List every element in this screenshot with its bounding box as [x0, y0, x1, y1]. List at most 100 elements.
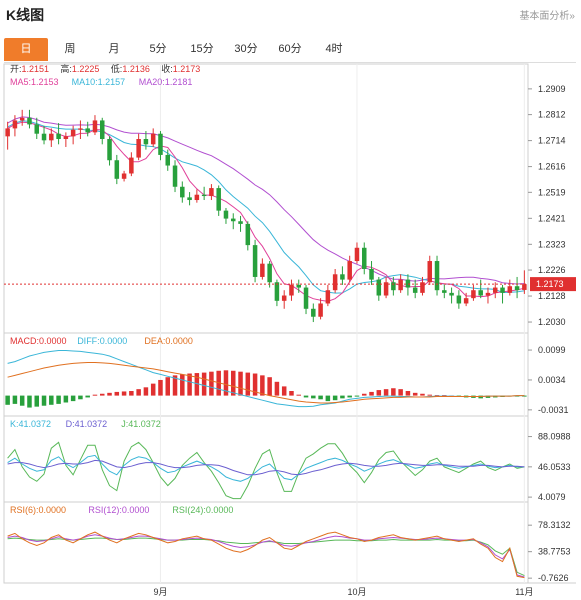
- macd-bar: [412, 392, 418, 396]
- candle: [361, 247, 367, 269]
- candle: [405, 279, 411, 288]
- candle: [201, 194, 207, 197]
- candle: [296, 284, 302, 288]
- macd-bar: [34, 395, 40, 407]
- macd-bar: [376, 390, 382, 396]
- candle: [427, 261, 433, 283]
- candle: [420, 282, 425, 293]
- kdj-k-line: [7, 454, 525, 482]
- macd-tick-label: -0.0031: [538, 405, 569, 415]
- candle: [522, 284, 527, 290]
- tab-7[interactable]: 4时: [325, 43, 343, 55]
- tab-6[interactable]: 60分: [278, 43, 302, 55]
- macd-bar: [107, 392, 112, 396]
- macd-bar: [405, 391, 411, 396]
- candle: [209, 188, 214, 197]
- tab-3[interactable]: 5分: [149, 43, 167, 55]
- macd-bar: [63, 395, 69, 403]
- tab-1[interactable]: 周: [64, 43, 76, 55]
- info-ma-0: MA5:1.2153: [10, 77, 59, 87]
- macd-bar: [129, 391, 134, 396]
- macd-bar: [70, 395, 76, 402]
- info-ma-1: MA10:1.2157: [72, 77, 126, 87]
- candle: [442, 290, 447, 293]
- candle: [369, 268, 374, 280]
- info-kdj-1: D:41.0372: [66, 419, 108, 429]
- macd-bar: [49, 395, 54, 405]
- tab-2[interactable]: 月: [108, 43, 120, 55]
- price-tick-label: 1.2128: [538, 291, 566, 301]
- macd-bar: [27, 395, 32, 408]
- macd-bar: [485, 395, 491, 398]
- rsi6-line: [7, 531, 525, 579]
- candle: [5, 128, 10, 137]
- macd-bar: [369, 391, 374, 396]
- macd-bar: [289, 391, 294, 396]
- candle: [245, 223, 251, 246]
- rsi-tick-label: 38.7753: [538, 547, 571, 557]
- kdj-tick-label: 46.0533: [538, 462, 571, 472]
- macd-bar: [391, 388, 396, 396]
- candle: [449, 292, 454, 296]
- candle: [514, 286, 520, 291]
- info-kdj-2: J:41.0372: [121, 419, 161, 429]
- candle: [223, 210, 229, 219]
- macd-bar: [296, 394, 302, 396]
- candle: [376, 279, 382, 296]
- kdj-d-line: [7, 459, 525, 476]
- candle: [63, 136, 69, 140]
- tab-4[interactable]: 15分: [190, 43, 214, 55]
- macd-bar: [114, 391, 120, 396]
- macd-bar: [19, 395, 25, 406]
- rsi-tick-label: -0.7626: [538, 573, 569, 583]
- x-tick-label: 9月: [153, 587, 167, 597]
- macd-bar: [5, 395, 10, 405]
- candle: [412, 287, 418, 293]
- candle: [391, 282, 396, 291]
- x-tick-label: 10月: [347, 587, 366, 597]
- macd-dea-line: [7, 362, 525, 404]
- candle: [463, 298, 469, 304]
- candle: [230, 218, 236, 222]
- info-macd-1: DIFF:0.0000: [77, 336, 127, 346]
- candle: [187, 197, 192, 201]
- ma10-line: [7, 120, 525, 294]
- kdj-j-line: [7, 441, 525, 500]
- price-tick-label: 1.2226: [538, 265, 566, 275]
- candle: [274, 282, 280, 301]
- candle: [136, 139, 141, 158]
- macd-bar: [260, 375, 265, 396]
- rsi-tick-label: 78.3132: [538, 520, 571, 530]
- candle: [507, 286, 513, 293]
- macd-bar: [165, 377, 171, 396]
- candle: [325, 290, 331, 304]
- macd-bar: [398, 389, 403, 396]
- candle: [252, 245, 258, 277]
- rsi24-line: [7, 537, 525, 577]
- price-tick-label: 1.2714: [538, 136, 566, 146]
- info-macd-0: MACD:0.0000: [10, 336, 67, 346]
- macd-tick-label: 0.0099: [538, 345, 566, 355]
- macd-bar: [427, 394, 433, 396]
- macd-bar: [78, 395, 83, 400]
- candle: [19, 117, 25, 121]
- candle: [121, 173, 127, 179]
- tab-0[interactable]: 日: [4, 38, 48, 61]
- candle: [289, 284, 294, 296]
- price-tick-label: 1.2519: [538, 187, 566, 197]
- candle: [216, 188, 221, 211]
- macd-bar: [340, 395, 345, 399]
- macd-bar: [150, 383, 156, 396]
- fundamental-analysis-link[interactable]: 基本面分析»: [519, 11, 575, 22]
- info-rsi-2: RSI(24):0.0000: [172, 505, 233, 515]
- candle: [340, 274, 345, 280]
- price-tick-label: 1.2909: [538, 84, 566, 94]
- candle: [194, 194, 200, 201]
- tab-5[interactable]: 30分: [234, 43, 258, 55]
- candle: [114, 160, 120, 179]
- macd-bar: [303, 395, 309, 398]
- x-tick-label: 11月: [515, 587, 533, 597]
- info-ohlc-1: 高:1.2225: [60, 63, 99, 74]
- ma20-line: [7, 116, 525, 285]
- candle: [85, 128, 90, 133]
